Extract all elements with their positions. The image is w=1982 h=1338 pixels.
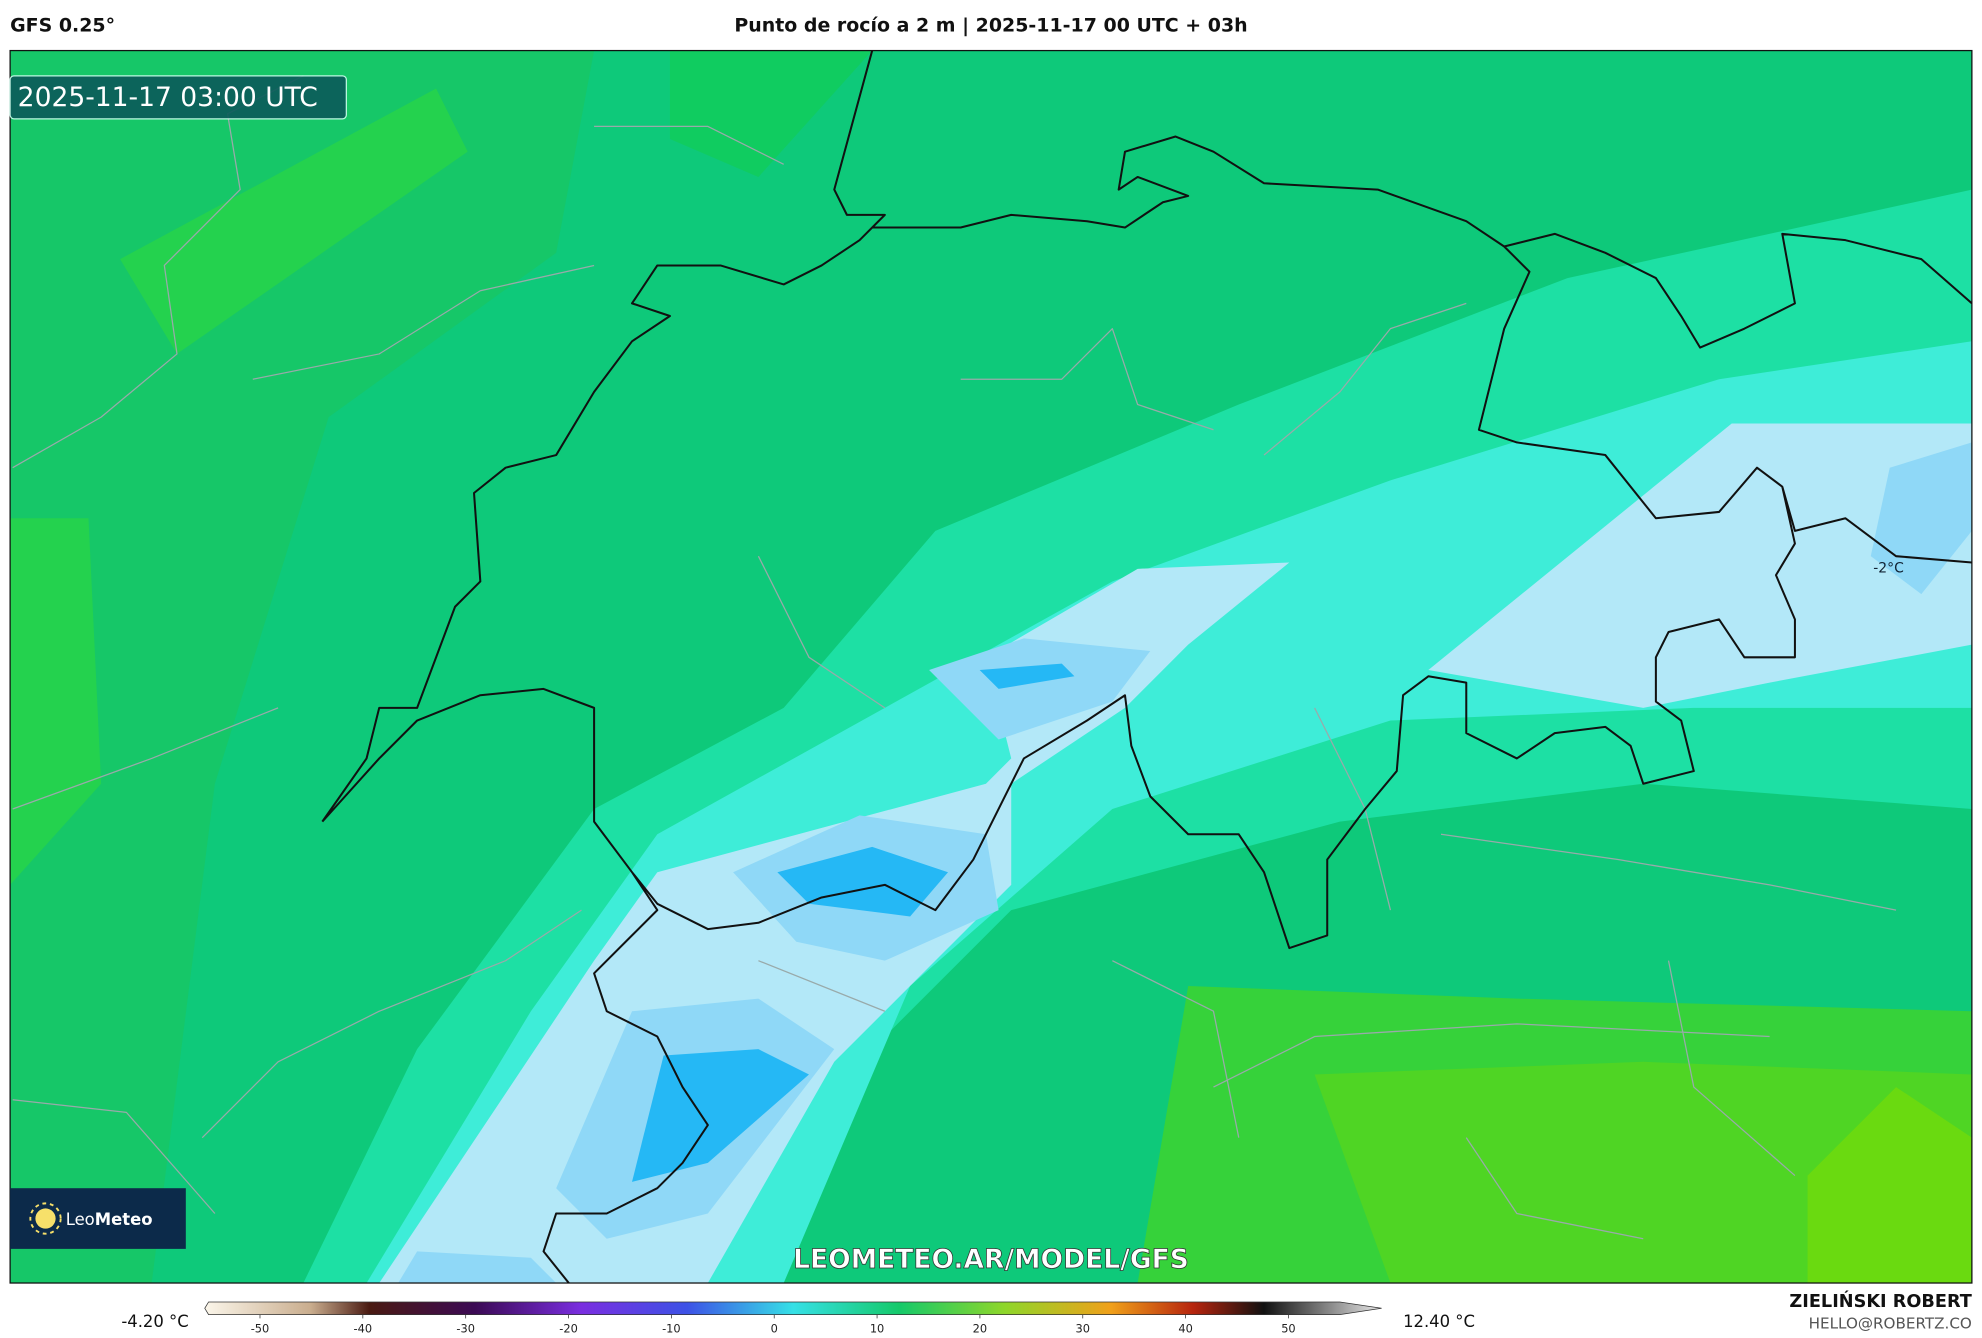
colorbar-tick-label: 30 — [1076, 1321, 1090, 1335]
region-w — [10, 518, 102, 885]
region-blue-4 — [398, 1251, 557, 1284]
logo-rays — [29, 1202, 62, 1235]
region-n — [669, 50, 873, 177]
colorbar-tick-label: -40 — [354, 1321, 373, 1335]
watermark: LEOMETEO.AR/MODEL/GFS — [793, 1244, 1189, 1275]
logo: LeoMeteo — [10, 1188, 186, 1249]
model-label: GFS 0.25° — [10, 15, 115, 37]
contour-label: -2°C — [1873, 561, 1903, 577]
map-frame — [9, 49, 1973, 1284]
logo-text-bold: Meteo — [95, 1210, 153, 1229]
region-blue-1b — [979, 663, 1075, 689]
logo-text: LeoMeteo — [66, 1210, 153, 1229]
logo-sun — [35, 1208, 56, 1229]
region-se3 — [1807, 1087, 1972, 1284]
colorbar-tick-label: -20 — [559, 1321, 578, 1335]
map: -2°C LEOMETEO.AR/MODEL/GFS — [10, 50, 1972, 1284]
country-borders — [321, 50, 1972, 1284]
colorbar-tick-label: 10 — [870, 1321, 884, 1335]
colorbar-tick-label: -30 — [456, 1321, 475, 1335]
colorbar-tick-label: 40 — [1178, 1321, 1192, 1335]
email: HELLO@ROBERTZ.CO — [1809, 1315, 1972, 1333]
time-box — [9, 75, 347, 120]
region-west — [10, 50, 595, 1284]
colorbar-tick-label: 0 — [771, 1321, 778, 1335]
colorbar: -50 -40 -30 -20 -10 0 10 20 30 40 50 — [204, 1301, 1382, 1335]
author: ZIELIŃSKI ROBERT — [1789, 1290, 1971, 1312]
region-nw — [120, 88, 468, 354]
colorbar-bar — [204, 1301, 1382, 1315]
region-blue-1 — [929, 638, 1151, 740]
colorbar-tick-label: -10 — [662, 1321, 681, 1335]
map-title: Punto de rocío a 2 m | 2025-11-17 00 UTC… — [734, 15, 1247, 37]
colorbar-min-label: -4.20 °C — [121, 1312, 188, 1331]
colorbar-max-label: 12.40 °C — [1403, 1312, 1475, 1331]
colorbar-tick-label: 50 — [1281, 1321, 1295, 1335]
colorbar-tick-label: -50 — [251, 1321, 270, 1335]
region-lightblue-e — [1428, 423, 1972, 708]
logo-text-light: Leo — [66, 1210, 95, 1229]
colorbar-tick-label: 20 — [973, 1321, 987, 1335]
valid-time: 2025-11-17 03:00 UTC — [18, 82, 318, 113]
region-blue-3b — [632, 1049, 809, 1182]
